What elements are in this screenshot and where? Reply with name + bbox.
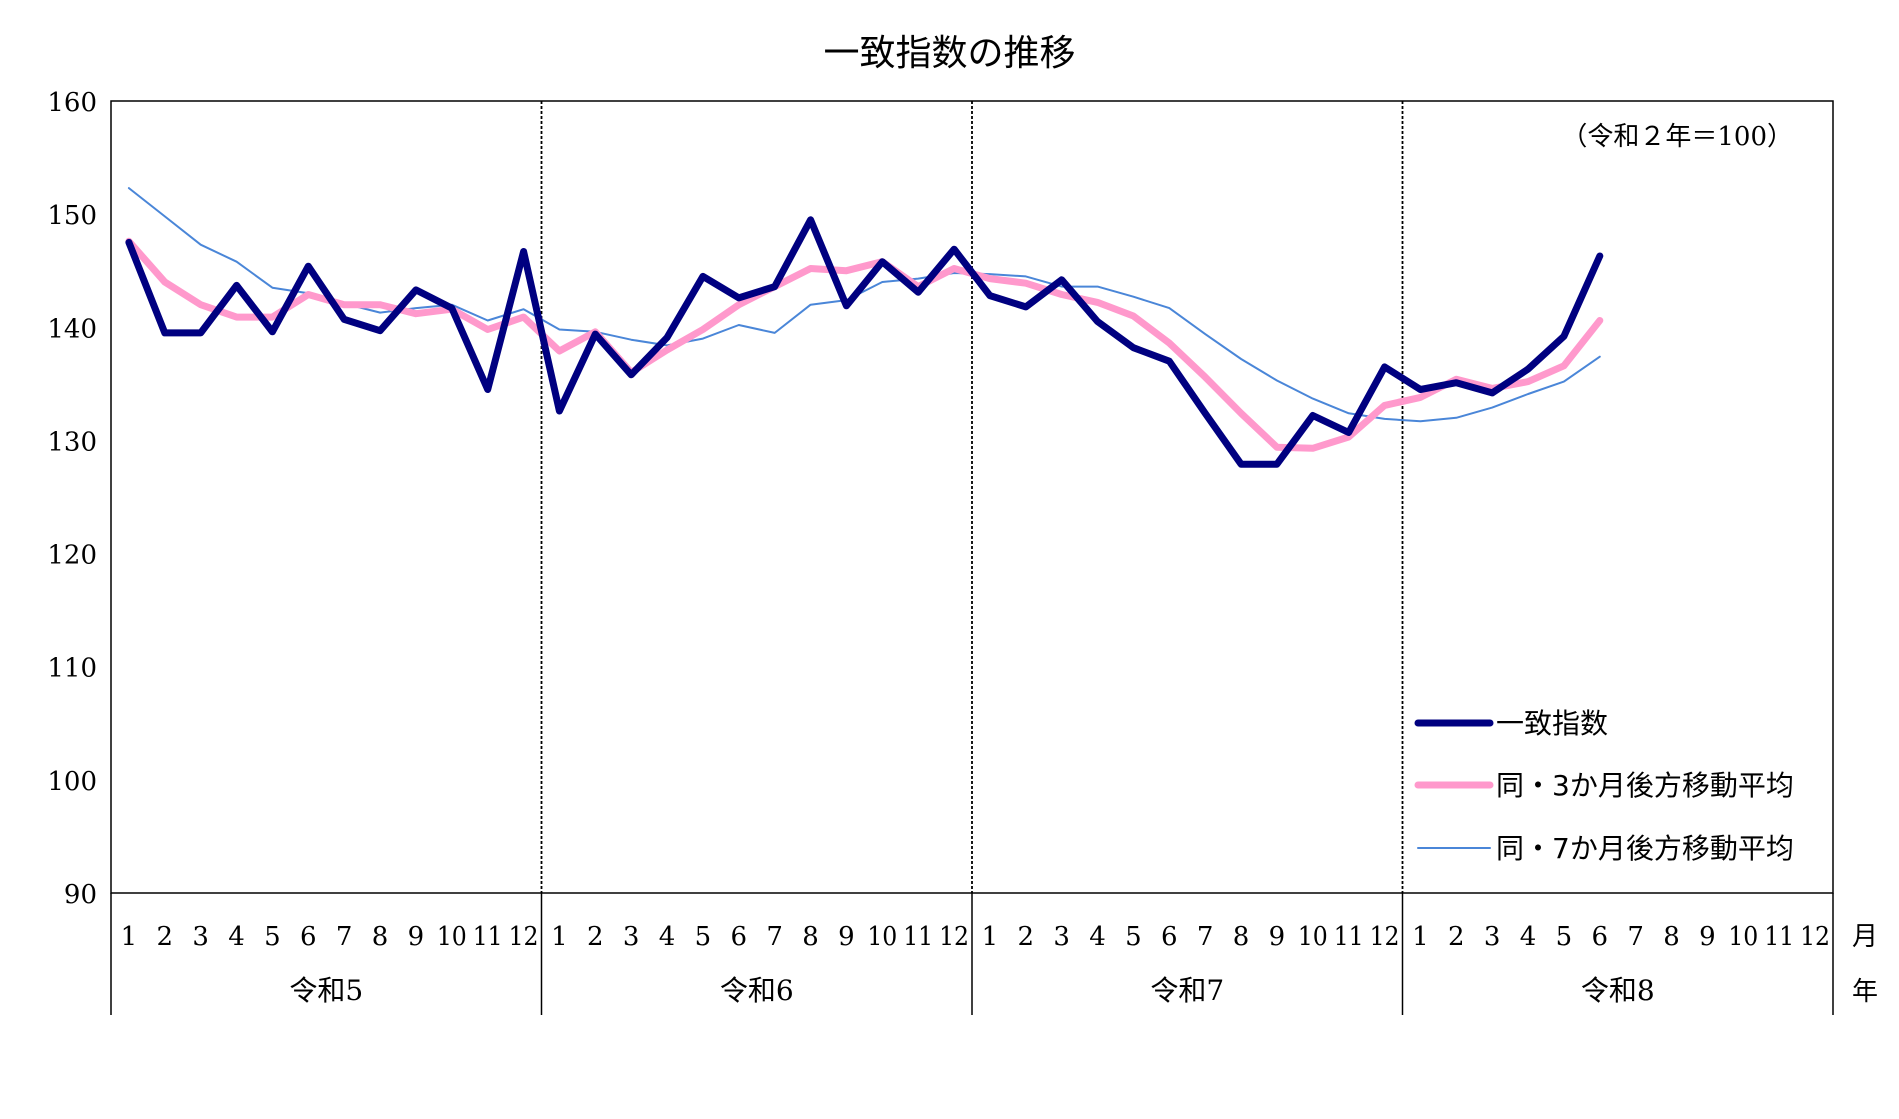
x-month-label: 1 [982, 922, 999, 952]
x-month-label: 2 [587, 922, 604, 952]
x-month-label: 4 [1520, 922, 1537, 952]
x-month-label: 11 [473, 922, 503, 952]
x-month-label: 4 [1089, 922, 1106, 952]
x-month-label: 12 [1800, 922, 1830, 952]
x-month-label: 7 [1197, 922, 1214, 952]
x-month-label: 8 [372, 922, 389, 952]
x-month-label: 7 [1627, 922, 1644, 952]
x-month-label: 9 [838, 922, 855, 952]
x-month-label: 2 [1448, 922, 1465, 952]
x-month-label: 10 [867, 922, 897, 952]
month-unit-label: 月 [1852, 922, 1878, 952]
x-month-label: 9 [1269, 922, 1286, 952]
x-month-label: 4 [228, 922, 245, 952]
x-month-label: 5 [1556, 922, 1573, 952]
y-tick-label: 150 [47, 201, 97, 231]
x-month-label: 12 [1370, 922, 1400, 952]
x-month-label: 10 [1728, 922, 1758, 952]
x-month-label: 3 [623, 922, 640, 952]
y-tick-label: 110 [47, 654, 97, 684]
x-month-label: 3 [192, 922, 209, 952]
base-year-note: （令和２年＝100） [1561, 122, 1793, 152]
x-month-label: 3 [1484, 922, 1501, 952]
x-month-label: 7 [336, 922, 353, 952]
series-group [125, 187, 1604, 468]
x-month-label: 8 [802, 922, 819, 952]
x-year-label: 令和6 [720, 974, 794, 1007]
series-line-1 [125, 216, 1604, 468]
y-tick-label: 90 [64, 880, 97, 910]
y-tick-label: 140 [47, 314, 97, 344]
x-month-label: 1 [551, 922, 568, 952]
x-month-label: 2 [1018, 922, 1035, 952]
x-month-label: 5 [264, 922, 281, 952]
x-month-label: 4 [659, 922, 676, 952]
x-month-label: 5 [695, 922, 712, 952]
x-month-label: 5 [1125, 922, 1142, 952]
y-axis: 160 150 140 130 120 110 100 90 [47, 88, 97, 910]
y-tick-label: 160 [47, 88, 97, 118]
x-month-label: 10 [437, 922, 467, 952]
x-month-label: 10 [1298, 922, 1328, 952]
x-month-label: 8 [1663, 922, 1680, 952]
x-month-label: 11 [1334, 922, 1364, 952]
legend-label: 一致指数 [1496, 707, 1608, 740]
x-month-label: 6 [731, 922, 748, 952]
x-month-label: 12 [509, 922, 539, 952]
x-year-label: 令和7 [1150, 974, 1224, 1007]
x-month-label: 9 [408, 922, 425, 952]
y-tick-label: 120 [47, 541, 97, 571]
year-unit-label: 年 [1852, 977, 1878, 1007]
x-month-label: 9 [1699, 922, 1716, 952]
x-month-label: 7 [766, 922, 783, 952]
x-year-label: 令和8 [1581, 974, 1655, 1007]
series-line-2 [125, 237, 1604, 452]
x-month-label: 11 [1764, 922, 1794, 952]
x-month-label: 11 [903, 922, 933, 952]
x-month-label: 1 [121, 922, 138, 952]
x-month-label: 1 [1412, 922, 1429, 952]
x-month-label: 3 [1053, 922, 1070, 952]
x-month-label: 6 [1161, 922, 1178, 952]
chart-title: 一致指数の推移 [823, 33, 1076, 74]
x-month-label: 6 [1592, 922, 1609, 952]
x-month-label: 6 [300, 922, 317, 952]
series-line-3 [127, 187, 1601, 423]
legend-label: 同・3か月後方移動平均 [1496, 769, 1794, 802]
x-month-label: 8 [1233, 922, 1250, 952]
y-tick-label: 130 [47, 427, 97, 457]
x-month-label: 2 [157, 922, 174, 952]
x-year-label: 令和5 [289, 974, 363, 1007]
y-tick-label: 100 [47, 767, 97, 797]
x-month-label: 12 [939, 922, 969, 952]
legend-label: 同・7か月後方移動平均 [1496, 832, 1794, 865]
